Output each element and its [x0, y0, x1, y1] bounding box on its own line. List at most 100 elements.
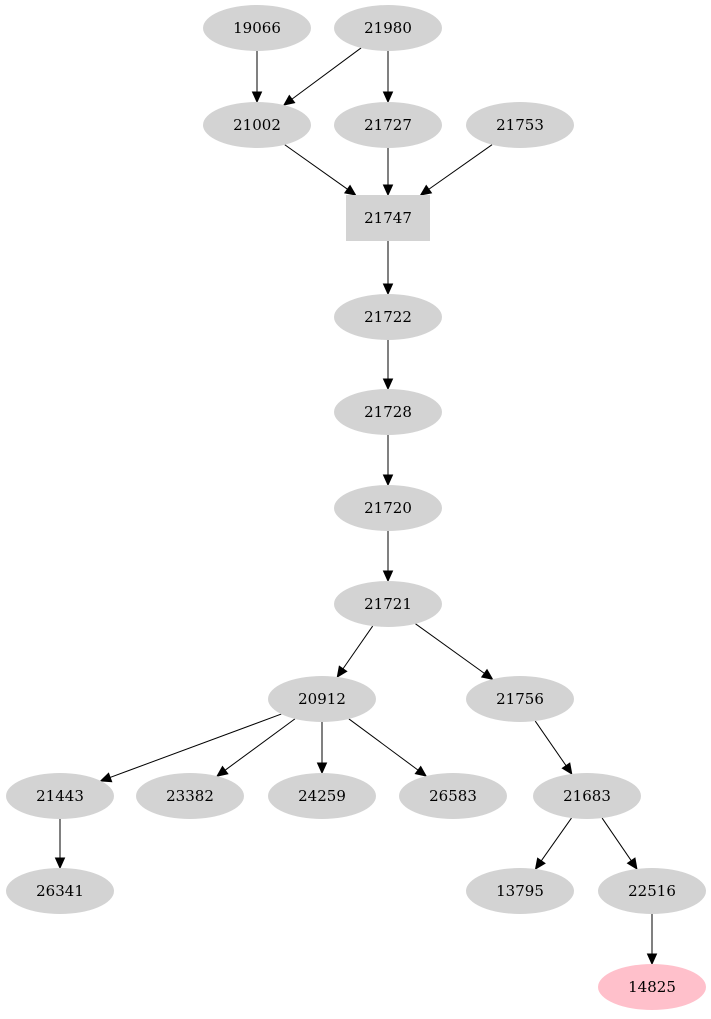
arrowhead-icon [480, 668, 494, 680]
node-21002[interactable]: 21002 [203, 102, 311, 148]
node-ellipse [6, 773, 114, 819]
edge-21720-21721 [382, 531, 394, 583]
edge-line [540, 817, 572, 862]
node-label: 26583 [429, 787, 477, 805]
edge-21002-21747 [284, 144, 357, 196]
edge-21721-21756 [415, 623, 494, 680]
arrowhead-icon [316, 762, 328, 775]
node-23382[interactable]: 23382 [136, 773, 244, 819]
arrowhead-icon [414, 765, 428, 777]
node-ellipse [334, 485, 442, 531]
node-22516[interactable]: 22516 [598, 868, 706, 914]
node-ellipse [466, 102, 574, 148]
node-19066[interactable]: 19066 [203, 5, 311, 51]
edge-21721-20912 [336, 625, 374, 678]
edge-20912-21443 [99, 713, 282, 783]
node-label: 21722 [364, 308, 412, 326]
node-21721[interactable]: 21721 [334, 581, 442, 627]
arrowhead-icon [419, 184, 433, 196]
node-21747[interactable]: 21747 [346, 195, 430, 241]
node-ellipse [334, 5, 442, 51]
node-label: 21721 [364, 595, 412, 613]
node-21443[interactable]: 21443 [6, 773, 114, 819]
node-ellipse [136, 773, 244, 819]
node-ellipse [598, 868, 706, 914]
arrowhead-icon [99, 772, 113, 783]
node-ellipse [399, 773, 507, 819]
edge-22516-14825 [646, 914, 658, 966]
edge-21683-13795 [534, 817, 572, 870]
edge-21727-21747 [382, 148, 394, 197]
edge-21747-21722 [382, 241, 394, 296]
node-box [346, 195, 430, 241]
edge-line [601, 817, 632, 861]
edge-line [348, 718, 419, 771]
arrowhead-icon [382, 91, 394, 104]
edge-19066-21002 [251, 51, 263, 104]
node-ellipse [466, 868, 574, 914]
edge-line [224, 718, 296, 771]
arrowhead-icon [282, 94, 296, 106]
node-label: 24259 [298, 787, 346, 805]
edge-21980-21727 [382, 51, 394, 104]
node-21980[interactable]: 21980 [334, 5, 442, 51]
node-ellipse [268, 676, 376, 722]
node-ellipse [6, 868, 114, 914]
arrowhead-icon [382, 570, 394, 583]
edge-21722-21728 [382, 340, 394, 391]
node-20912[interactable]: 20912 [268, 676, 376, 722]
arrowhead-icon [216, 765, 229, 777]
edges [54, 47, 658, 966]
edge-20912-24259 [316, 722, 328, 775]
node-26583[interactable]: 26583 [399, 773, 507, 819]
node-label: 13795 [496, 882, 544, 900]
node-label: 21980 [364, 19, 412, 37]
edge-line [534, 720, 567, 766]
arrowhead-icon [382, 283, 394, 296]
node-21727[interactable]: 21727 [334, 102, 442, 148]
arrowhead-icon [382, 184, 394, 197]
node-label: 23382 [166, 787, 214, 805]
arrowhead-icon [382, 378, 394, 391]
node-label: 22516 [628, 882, 676, 900]
arrowhead-icon [534, 857, 546, 870]
arrowhead-icon [54, 857, 66, 870]
node-21683[interactable]: 21683 [533, 773, 641, 819]
node-13795[interactable]: 13795 [466, 868, 574, 914]
node-label: 21443 [36, 787, 84, 805]
edge-21728-21720 [382, 435, 394, 487]
node-21722[interactable]: 21722 [334, 294, 442, 340]
node-label: 21002 [233, 116, 281, 134]
node-label: 21683 [563, 787, 611, 805]
edge-20912-26583 [348, 718, 428, 777]
arrowhead-icon [626, 857, 638, 870]
node-label: 21727 [364, 116, 412, 134]
node-ellipse [533, 773, 641, 819]
edge-line [428, 144, 493, 190]
edge-line [284, 144, 348, 190]
node-26341[interactable]: 26341 [6, 868, 114, 914]
node-label: 19066 [233, 19, 281, 37]
arrowhead-icon [336, 665, 348, 678]
node-14825[interactable]: 14825 [598, 964, 706, 1010]
edge-line [415, 623, 485, 674]
arrowhead-icon [382, 474, 394, 487]
edge-21683-22516 [601, 817, 638, 870]
edge-21443-26341 [54, 819, 66, 870]
edge-line [342, 625, 374, 670]
node-21756[interactable]: 21756 [466, 676, 574, 722]
node-ellipse [334, 581, 442, 627]
nodes: 19066 21980 21002 21727 21753 21747 21722 21728… [6, 5, 706, 1010]
edge-20912-23382 [216, 718, 296, 777]
node-21720[interactable]: 21720 [334, 485, 442, 531]
arrowhead-icon [251, 91, 263, 104]
node-24259[interactable]: 24259 [268, 773, 376, 819]
arrowhead-icon [343, 184, 357, 196]
edge-21980-21002 [282, 47, 362, 106]
node-21753[interactable]: 21753 [466, 102, 574, 148]
node-ellipse [466, 676, 574, 722]
node-21728[interactable]: 21728 [334, 389, 442, 435]
node-ellipse [598, 964, 706, 1010]
node-ellipse [334, 389, 442, 435]
